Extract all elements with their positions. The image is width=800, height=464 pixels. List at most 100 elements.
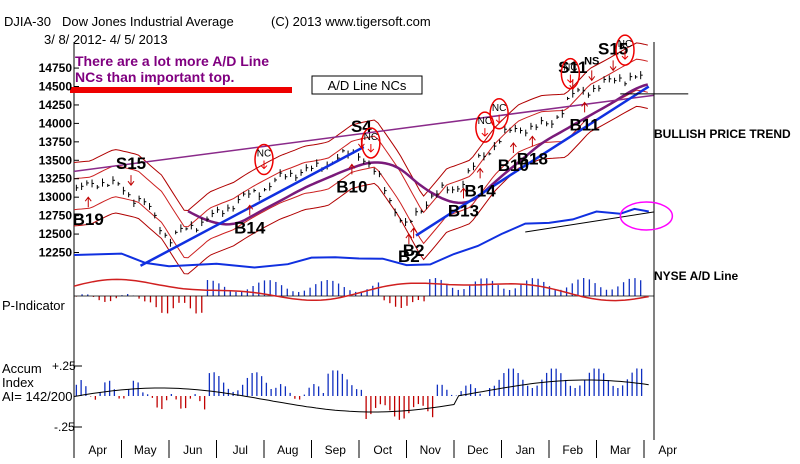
ad-nc-box-label: A/D Line NCs [328, 78, 407, 93]
month-label: Apr [658, 443, 677, 457]
y-tick-label: 13250 [39, 172, 73, 186]
note-line-2: NCs than important top. [75, 69, 234, 85]
signal-arrow [460, 187, 467, 199]
ad-trendline [525, 211, 654, 233]
nc-circle [254, 143, 274, 176]
month-label: May [134, 443, 157, 457]
chart-lines-layer [73, 42, 689, 275]
month-label: Jul [233, 443, 248, 457]
signal-label: B10 [498, 156, 529, 175]
bullish-trend-label: BULLISH PRICE TREND [654, 127, 791, 141]
y-tick-label: 12250 [39, 246, 73, 260]
nc-label: NC [478, 116, 492, 127]
month-label: Oct [373, 443, 392, 457]
month-label: Nov [420, 443, 441, 457]
signal-label: B14 [465, 181, 497, 200]
y-tick-label: 14250 [39, 98, 73, 112]
signal-arrow [528, 135, 536, 147]
ad-nc-box [311, 75, 423, 95]
nyse-ad-label: NYSE A/D Line [654, 269, 739, 283]
signal-label: S15 [116, 154, 146, 173]
month-label: Aug [277, 443, 298, 457]
signal-label: S4 [351, 117, 372, 136]
nc-arrow [621, 51, 629, 60]
accum-label-3: AI= 142/200 [2, 389, 72, 404]
nc-circle [560, 57, 581, 90]
ad-line [73, 207, 649, 269]
y-tick-label: 13500 [39, 153, 73, 167]
month-label: Mar [610, 443, 631, 457]
signal-arrow [588, 70, 596, 82]
signal-label: B19 [73, 210, 104, 229]
ad-highlight-ellipse [619, 201, 674, 231]
signal-arrow [246, 204, 254, 216]
nc-label: NC [563, 63, 577, 74]
month-label: Dec [467, 443, 488, 457]
accum-plus-label: +.25 [52, 359, 76, 373]
nc-circle [489, 98, 509, 130]
accum-ma [73, 379, 649, 413]
signal-arrow [509, 142, 517, 153]
y-tick-label: 12500 [39, 227, 73, 241]
y-tick-label: 14500 [39, 80, 73, 94]
month-label: Apr [88, 443, 107, 457]
nc-circle [615, 34, 635, 66]
nc-arrow [481, 128, 489, 137]
signal-arrow [84, 196, 92, 208]
band-inner-lower [73, 89, 648, 259]
nc-label: NC [492, 103, 506, 114]
signal-arrow [127, 175, 135, 186]
signal-label: B2 [398, 247, 420, 266]
y-tick-label: 13000 [39, 190, 73, 204]
header-name: Dow Jones Industrial Average [62, 14, 234, 29]
nc-arrow [567, 74, 574, 84]
header-date-range: 3/ 8/ 2012- 4/ 5/ 2013 [44, 32, 168, 47]
accum-minus-label: -.25 [54, 420, 75, 434]
indicator-bars-layer [73, 278, 654, 420]
signal-arrow [348, 163, 356, 175]
nc-arrow [495, 114, 503, 124]
p-indicator-label: P-Indicator [2, 298, 66, 313]
header-copyright: (C) 2013 www.tigersoft.com [271, 14, 431, 29]
signal-label: B10 [336, 177, 367, 196]
month-label: Jun [183, 443, 202, 457]
uptrend-line [139, 145, 365, 267]
month-label: Feb [562, 443, 583, 457]
y-tick-label: 14750 [39, 61, 73, 75]
signal-label: NS [584, 55, 599, 67]
y-tick-label: 12750 [39, 209, 73, 223]
month-label: Jan [516, 443, 535, 457]
nc-arrow [367, 143, 375, 153]
accum-label-1: Accum [2, 361, 42, 376]
nc-label: NC [618, 39, 632, 50]
signal-arrow [581, 101, 589, 113]
signal-label: B2 [403, 241, 425, 260]
signal-label: B11 [570, 115, 600, 134]
header-symbol: DJIA-30 [4, 14, 51, 29]
uptrend-line [415, 85, 650, 237]
signal-label: B18 [517, 149, 548, 168]
signal-arrow [410, 227, 418, 239]
signal-arrow [476, 167, 484, 179]
y-tick-label: 13750 [39, 135, 73, 149]
month-label: Sep [325, 443, 347, 457]
signal-label: B14 [234, 218, 266, 237]
nc-label: NC [364, 132, 378, 143]
note-underline [70, 87, 292, 93]
accum-label-2: Index [2, 375, 34, 390]
signal-label: B13 [448, 201, 479, 220]
signal-label: S15 [598, 39, 628, 58]
signal-arrow [609, 60, 617, 72]
nc-circle [361, 127, 381, 159]
y-tick-label: 14000 [39, 116, 73, 130]
nc-arrow [260, 160, 268, 170]
moving-average-line [187, 83, 649, 226]
band-outer-upper [73, 42, 648, 212]
nc-label: NC [257, 149, 271, 160]
note-line-1: There are a lot more A/D Line [75, 53, 269, 69]
signal-arrow [405, 233, 413, 245]
p-indicator-ma [73, 278, 649, 302]
